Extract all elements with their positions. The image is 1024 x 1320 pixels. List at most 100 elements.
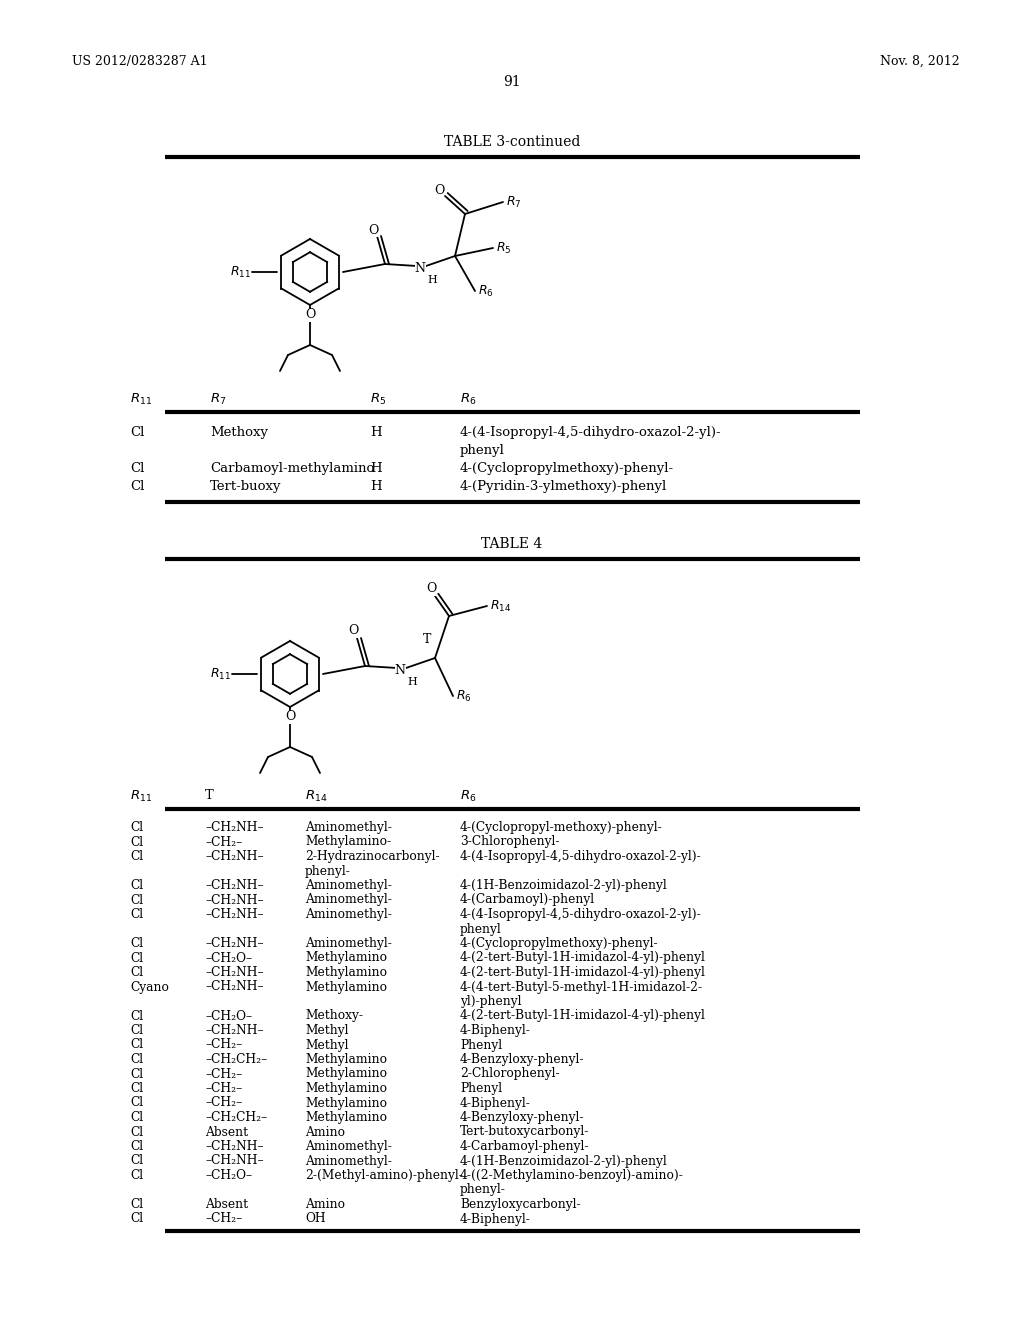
Text: H: H xyxy=(370,426,382,440)
Text: Cl: Cl xyxy=(130,937,143,950)
Text: O: O xyxy=(305,309,315,322)
Text: Cl: Cl xyxy=(130,966,143,979)
Text: –CH₂NH–: –CH₂NH– xyxy=(205,981,263,994)
Text: $R_{11}$: $R_{11}$ xyxy=(130,392,153,407)
Text: –CH₂NH–: –CH₂NH– xyxy=(205,894,263,907)
Text: Methylamino: Methylamino xyxy=(305,952,387,965)
Text: O: O xyxy=(426,582,436,595)
Text: 4-Biphenyl-: 4-Biphenyl- xyxy=(460,1024,530,1038)
Text: Amino: Amino xyxy=(305,1199,345,1210)
Text: US 2012/0283287 A1: US 2012/0283287 A1 xyxy=(72,55,208,69)
Text: Phenyl: Phenyl xyxy=(460,1039,502,1052)
Text: Amino: Amino xyxy=(305,1126,345,1138)
Text: Aminomethyl-: Aminomethyl- xyxy=(305,1140,392,1152)
Text: N: N xyxy=(415,261,426,275)
Text: Methylamino: Methylamino xyxy=(305,1068,387,1081)
Text: Cl: Cl xyxy=(130,850,143,863)
Text: 4-((2-Methylamino-benzoyl)-amino)-: 4-((2-Methylamino-benzoyl)-amino)- xyxy=(460,1170,684,1181)
Text: 4-(4-Isopropyl-4,5-dihydro-oxazol-2-yl)-: 4-(4-Isopropyl-4,5-dihydro-oxazol-2-yl)- xyxy=(460,426,722,440)
Text: 4-(2-tert-Butyl-1H-imidazol-4-yl)-phenyl: 4-(2-tert-Butyl-1H-imidazol-4-yl)-phenyl xyxy=(460,1010,706,1023)
Text: Cl: Cl xyxy=(130,894,143,907)
Text: O: O xyxy=(285,710,295,723)
Text: Methylamino: Methylamino xyxy=(305,966,387,979)
Text: Absent: Absent xyxy=(205,1126,248,1138)
Text: 4-(Cyclopropylmethoxy)-phenyl-: 4-(Cyclopropylmethoxy)-phenyl- xyxy=(460,937,658,950)
Text: Cl: Cl xyxy=(130,908,143,921)
Text: 4-Biphenyl-: 4-Biphenyl- xyxy=(460,1097,530,1110)
Text: $R_{14}$: $R_{14}$ xyxy=(305,789,328,804)
Text: Aminomethyl-: Aminomethyl- xyxy=(305,879,392,892)
Text: Cl: Cl xyxy=(130,1126,143,1138)
Text: –CH₂CH₂–: –CH₂CH₂– xyxy=(205,1053,267,1067)
Text: $R_7$: $R_7$ xyxy=(506,194,521,210)
Text: –CH₂NH–: –CH₂NH– xyxy=(205,879,263,892)
Text: Cl: Cl xyxy=(130,1199,143,1210)
Text: $R_6$: $R_6$ xyxy=(478,284,494,298)
Text: Cl: Cl xyxy=(130,836,143,849)
Text: Cl: Cl xyxy=(130,952,143,965)
Text: –CH₂NH–: –CH₂NH– xyxy=(205,850,263,863)
Text: –CH₂–: –CH₂– xyxy=(205,1097,243,1110)
Text: Methylamino: Methylamino xyxy=(305,1111,387,1125)
Text: –CH₂O–: –CH₂O– xyxy=(205,1010,252,1023)
Text: 4-(4-Isopropyl-4,5-dihydro-oxazol-2-yl)-: 4-(4-Isopropyl-4,5-dihydro-oxazol-2-yl)- xyxy=(460,850,701,863)
Text: $R_6$: $R_6$ xyxy=(460,392,476,407)
Text: O: O xyxy=(348,624,358,638)
Text: Cl: Cl xyxy=(130,1170,143,1181)
Text: 2-(Methyl-amino)-phenyl-: 2-(Methyl-amino)-phenyl- xyxy=(305,1170,463,1181)
Text: Cl: Cl xyxy=(130,426,144,440)
Text: –CH₂NH–: –CH₂NH– xyxy=(205,966,263,979)
Text: phenyl-: phenyl- xyxy=(305,865,351,878)
Text: Carbamoyl-methylamino: Carbamoyl-methylamino xyxy=(210,462,375,475)
Text: H: H xyxy=(407,677,417,686)
Text: N: N xyxy=(394,664,406,676)
Text: –CH₂NH–: –CH₂NH– xyxy=(205,1024,263,1038)
Text: Cl: Cl xyxy=(130,480,144,492)
Text: –CH₂–: –CH₂– xyxy=(205,836,243,849)
Text: Methyl: Methyl xyxy=(305,1039,348,1052)
Text: H: H xyxy=(427,275,437,285)
Text: Cl: Cl xyxy=(130,1010,143,1023)
Text: –CH₂O–: –CH₂O– xyxy=(205,1170,252,1181)
Text: Methylamino: Methylamino xyxy=(305,1097,387,1110)
Text: TABLE 3-continued: TABLE 3-continued xyxy=(443,135,581,149)
Text: Tert-buoxy: Tert-buoxy xyxy=(210,480,282,492)
Text: –CH₂–: –CH₂– xyxy=(205,1039,243,1052)
Text: 3-Chlorophenyl-: 3-Chlorophenyl- xyxy=(460,836,559,849)
Text: Cl: Cl xyxy=(130,1213,143,1225)
Text: 4-(2-tert-Butyl-1H-imidazol-4-yl)-phenyl: 4-(2-tert-Butyl-1H-imidazol-4-yl)-phenyl xyxy=(460,966,706,979)
Text: phenyl: phenyl xyxy=(460,923,502,936)
Text: 4-Benzyloxy-phenyl-: 4-Benzyloxy-phenyl- xyxy=(460,1111,585,1125)
Text: Aminomethyl-: Aminomethyl- xyxy=(305,821,392,834)
Text: –CH₂–: –CH₂– xyxy=(205,1082,243,1096)
Text: Aminomethyl-: Aminomethyl- xyxy=(305,908,392,921)
Text: Methoxy: Methoxy xyxy=(210,426,268,440)
Text: –CH₂–: –CH₂– xyxy=(205,1213,243,1225)
Text: Nov. 8, 2012: Nov. 8, 2012 xyxy=(880,55,959,69)
Text: Cl: Cl xyxy=(130,1068,143,1081)
Text: –CH₂NH–: –CH₂NH– xyxy=(205,1155,263,1167)
Text: Methoxy-: Methoxy- xyxy=(305,1010,362,1023)
Text: Cyano: Cyano xyxy=(130,981,169,994)
Text: $R_{11}$: $R_{11}$ xyxy=(130,789,153,804)
Text: Cl: Cl xyxy=(130,1039,143,1052)
Text: phenyl: phenyl xyxy=(460,444,505,457)
Text: Methylamino: Methylamino xyxy=(305,981,387,994)
Text: H: H xyxy=(370,480,382,492)
Text: Tert-butoxycarbonyl-: Tert-butoxycarbonyl- xyxy=(460,1126,590,1138)
Text: Cl: Cl xyxy=(130,1155,143,1167)
Text: O: O xyxy=(434,183,444,197)
Text: T: T xyxy=(205,789,214,803)
Text: yl)-phenyl: yl)-phenyl xyxy=(460,995,521,1008)
Text: –CH₂NH–: –CH₂NH– xyxy=(205,821,263,834)
Text: $R_{11}$: $R_{11}$ xyxy=(230,264,251,280)
Text: 91: 91 xyxy=(503,75,521,88)
Text: $R_{14}$: $R_{14}$ xyxy=(490,598,511,614)
Text: –CH₂NH–: –CH₂NH– xyxy=(205,1140,263,1152)
Text: 4-(Pyridin-3-ylmethoxy)-phenyl: 4-(Pyridin-3-ylmethoxy)-phenyl xyxy=(460,480,668,492)
Text: $R_7$: $R_7$ xyxy=(210,392,226,407)
Text: Benzyloxycarbonyl-: Benzyloxycarbonyl- xyxy=(460,1199,581,1210)
Text: Methylamino: Methylamino xyxy=(305,1053,387,1067)
Text: phenyl-: phenyl- xyxy=(460,1184,506,1196)
Text: $R_{11}$: $R_{11}$ xyxy=(210,667,231,681)
